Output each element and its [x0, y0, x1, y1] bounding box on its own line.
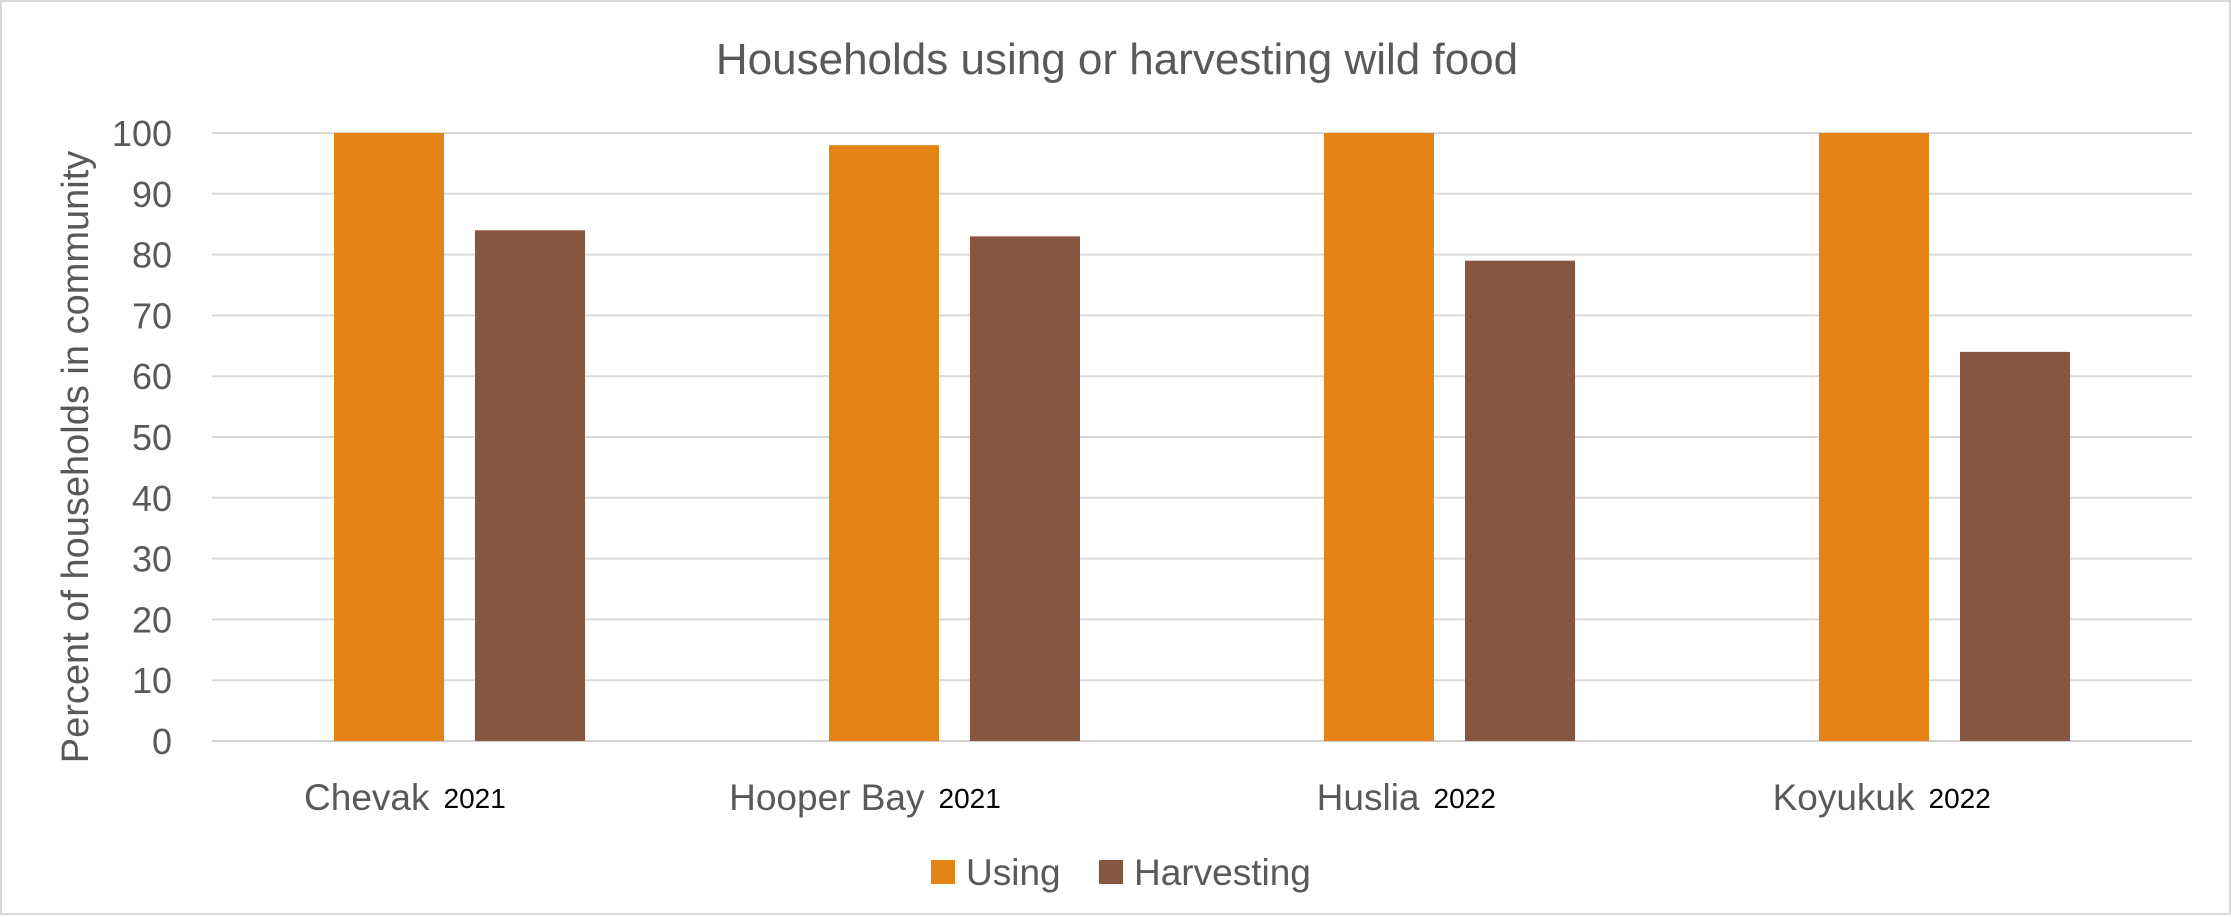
- legend-label-harvesting: Harvesting: [1134, 852, 1311, 893]
- bars: [334, 133, 2070, 742]
- y-tick-label: 80: [132, 235, 172, 276]
- legend-label-using: Using: [966, 852, 1061, 893]
- bar-using-huslia: [1324, 133, 1434, 741]
- y-tick-label: 10: [132, 660, 172, 701]
- bar-harvesting-koyukuk: [1960, 351, 2070, 741]
- y-tick-label: 90: [132, 174, 172, 215]
- x-category-year: 2021: [939, 783, 1001, 814]
- y-tick-label: 20: [132, 599, 172, 640]
- x-category-year: 2022: [1434, 783, 1496, 814]
- x-category-label: Koyukuk: [1773, 777, 1915, 818]
- legend: Using Harvesting: [931, 852, 1311, 893]
- legend-swatch-using: [931, 860, 955, 884]
- y-axis-title: Percent of households in community: [55, 151, 97, 764]
- x-category-label: Hooper Bay: [729, 777, 925, 818]
- bar-harvesting-huslia: [1465, 260, 1575, 741]
- y-tick-label: 100: [112, 113, 172, 154]
- y-tick-label: 70: [132, 295, 172, 336]
- x-axis-labels: Chevak 2021 Hooper Bay 2021 Huslia 2022 Koyuku…: [304, 777, 1991, 818]
- y-tick-label: 0: [152, 721, 172, 762]
- y-tick-label: 60: [132, 356, 172, 397]
- y-tick-label: 50: [132, 417, 172, 458]
- bar-using-hooper-bay: [829, 145, 939, 741]
- x-category-label: Huslia: [1317, 777, 1420, 818]
- y-tick-label: 40: [132, 478, 172, 519]
- bar-harvesting-hooper-bay: [970, 236, 1080, 742]
- y-tick-label: 30: [132, 539, 172, 580]
- x-category-label: Chevak: [304, 777, 430, 818]
- y-axis-ticks: 0 10 20 30 40 50 60 70 80 90 100: [112, 113, 172, 762]
- bar-using-koyukuk: [1819, 133, 1929, 741]
- x-category-year: 2022: [1929, 783, 1991, 814]
- chart-title: Households using or harvesting wild food: [716, 35, 1518, 84]
- x-category-year: 2021: [444, 783, 506, 814]
- bar-using-chevak: [334, 133, 444, 741]
- bar-harvesting-chevak: [475, 230, 585, 741]
- legend-swatch-harvesting: [1099, 860, 1123, 884]
